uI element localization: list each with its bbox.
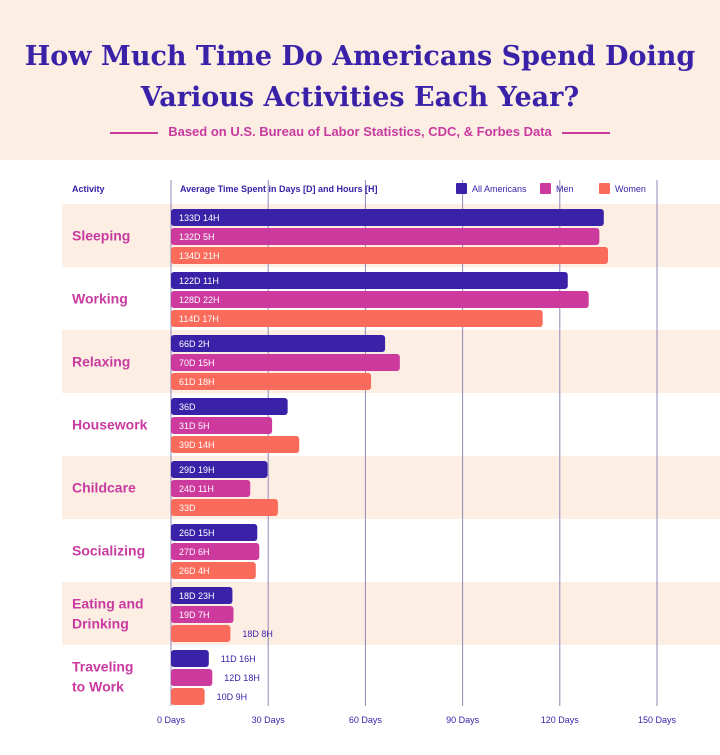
legend-label: Women [615,184,646,194]
bar [171,587,233,604]
category-label: Working [72,291,128,307]
data-label: 26D 4H [179,566,210,576]
bar [171,354,400,371]
bar [171,373,372,390]
x-tick-label: 30 Days [252,715,286,725]
chart-title: How Much Time Do Americans Spend Doing V… [24,41,696,113]
row-band [62,456,720,519]
data-label: 24D 11H [179,484,214,494]
x-tick-label: 60 Days [349,715,383,725]
category-label: Sleeping [72,228,130,244]
bar [171,499,278,516]
bar [171,461,268,478]
x-tick-label: 0 Days [157,715,186,725]
data-label: 128D 22H [179,295,220,305]
data-label: 33D [179,503,196,513]
legend-label: All Americans [472,184,527,194]
data-label: 26D 15H [179,528,215,538]
legend-swatch [599,183,610,194]
data-label: 132D 5H [179,232,215,242]
data-label: 10D 9H [217,692,248,702]
data-label: 18D 23H [179,591,215,601]
column-header-value: Average Time Spent in Days [D] and Hours… [180,184,378,194]
bar [171,247,609,264]
data-label: 19D 7H [179,610,210,620]
data-label: 31D 5H [179,421,210,431]
data-label: 12D 18H [224,673,260,683]
data-label: 66D 2H [179,339,210,349]
bar [171,562,256,579]
category-label: to Work [72,679,124,695]
data-label: 36D [179,402,196,412]
x-tick-label: 90 Days [446,715,480,725]
chart-subtitle: Based on U.S. Bureau of Labor Statistics… [0,124,720,139]
legend-label: Men [556,184,574,194]
row-band [62,582,720,645]
bar [171,650,209,667]
data-label: 11D 16H [221,654,256,664]
bar [171,524,258,541]
bar [171,688,205,705]
category-label: Childcare [72,480,136,496]
data-label: 39D 14H [179,440,215,450]
bar [171,272,568,289]
bar [171,398,288,415]
data-label: 114D 17H [179,314,219,324]
bar [171,291,589,308]
data-label: 61D 18H [179,377,215,387]
data-label: 29D 19H [179,465,215,475]
column-header-activity: Activity [72,184,105,194]
data-label: 133D 14H [179,213,220,223]
bar [171,480,251,497]
bar [171,335,386,352]
data-label: 27D 6H [179,547,210,557]
bar [171,436,300,453]
bar [171,543,260,560]
x-tick-label: 120 Days [541,715,580,725]
bar [171,228,600,245]
category-label: Housework [72,417,148,433]
bar [171,417,273,434]
data-label: 122D 11H [179,276,219,286]
data-label: 70D 15H [179,358,215,368]
data-label: 134D 21H [179,251,220,261]
x-tick-label: 150 Days [638,715,677,725]
bar [171,606,234,623]
category-label: Traveling [72,659,133,675]
category-label: Eating and [72,596,144,612]
bar [171,625,231,642]
data-label: 18D 8H [242,629,273,639]
category-label: Drinking [72,616,129,632]
bar [171,209,604,226]
bar [171,669,213,686]
bar [171,310,543,327]
legend-swatch [540,183,551,194]
category-label: Relaxing [72,354,130,370]
legend-swatch [456,183,467,194]
category-label: Socializing [72,543,145,559]
